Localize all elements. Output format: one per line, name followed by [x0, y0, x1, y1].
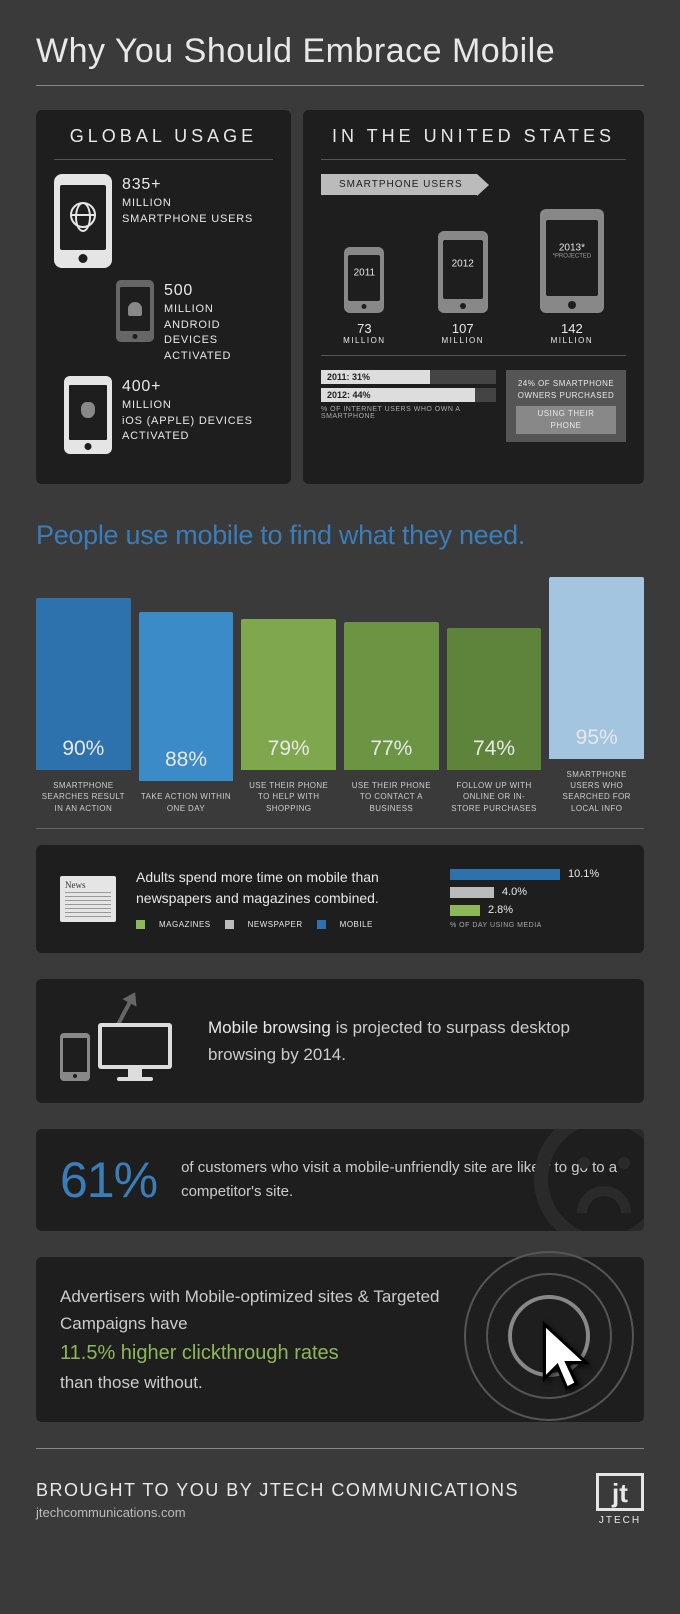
android-phone-icon	[116, 280, 154, 342]
newspaper-icon	[60, 876, 116, 922]
footer-title: BROUGHT TO YOU BY JTECH COMMUNICATIONS	[36, 1480, 519, 1501]
us-panel: IN THE UNITED STATES SMARTPHONE USERS 20…	[303, 110, 644, 484]
media-text: Adults spend more time on mobile than ne…	[136, 867, 430, 909]
smartphone-stat: 835+ MILLION SMARTPHONE USERS	[122, 174, 253, 227]
divider	[36, 1448, 644, 1449]
ios-stat: 400+ MILLION iOS (APPLE) DEVICES ACTIVAT…	[122, 376, 273, 445]
devices-icon	[60, 1001, 180, 1081]
section-headline: People use mobile to find what they need…	[36, 520, 644, 551]
jtech-logo: jt JTECH	[596, 1473, 644, 1526]
global-usage-heading: GLOBAL USAGE	[54, 126, 273, 147]
internet-ownership-bars: 2011: 31%2012: 44% % OF INTERNET USERS W…	[321, 370, 496, 442]
usage-bar: 79% USE THEIR PHONE TO HELP WITH SHOPPIN…	[241, 619, 336, 814]
usage-bar: 77% USE THEIR PHONE TO CONTACT A BUSINES…	[344, 622, 439, 814]
us-heading: IN THE UNITED STATES	[321, 126, 626, 147]
advertisers-card: Advertisers with Mobile-optimized sites …	[36, 1257, 644, 1423]
competitor-pct: 61%	[60, 1151, 157, 1209]
usage-bar: 74% FOLLOW UP WITH ONLINE OR IN-STORE PU…	[447, 628, 542, 814]
advert-text: Advertisers with Mobile-optimized sites …	[60, 1283, 440, 1397]
purchase-stat: 24% OF SMARTPHONE OWNERS PURCHASED USING…	[506, 370, 626, 442]
usage-bar-chart: 90% SMARTPHONE SEARCHES RESULT IN AN ACT…	[36, 577, 644, 814]
us-phone-2013*: 2013**PROJECTED 142MILLION	[540, 209, 604, 345]
sad-face-icon	[534, 1129, 644, 1231]
android-stat: 500 MILLION ANDROID DEVICES ACTIVATED	[164, 280, 273, 364]
us-phone-2012: 2012 107MILLION	[438, 231, 488, 345]
global-usage-panel: GLOBAL USAGE 835+ MILLION SMARTPHONE USE…	[36, 110, 291, 484]
mobile-browsing-card: Mobile browsing is projected to surpass …	[36, 979, 644, 1103]
apple-phone-icon	[64, 376, 112, 454]
footer-url: jtechcommunications.com	[36, 1505, 519, 1520]
browse-text: Mobile browsing is projected to surpass …	[208, 1014, 620, 1068]
usage-bar: 95% SMARTPHONE USERS WHO SEARCHED FOR LO…	[549, 577, 644, 814]
media-legend: MAGAZINESNEWSPAPERMOBILE	[136, 919, 430, 931]
media-time-card: Adults spend more time on mobile than ne…	[36, 845, 644, 953]
footer: BROUGHT TO YOU BY JTECH COMMUNICATIONS j…	[36, 1473, 644, 1526]
us-phone-2011: 2011 73MILLION	[343, 247, 386, 345]
divider	[36, 85, 644, 86]
cursor-target-icon	[464, 1251, 634, 1421]
smartphone-users-label: SMARTPHONE USERS	[321, 174, 477, 195]
usage-bar: 90% SMARTPHONE SEARCHES RESULT IN AN ACT…	[36, 598, 131, 814]
us-phones-chart: 2011 73MILLION 2012 107MILLION 2013**PROJE…	[321, 209, 626, 345]
page-title: Why You Should Embrace Mobile	[36, 32, 644, 71]
competitor-card: 61% of customers who visit a mobile-unfr…	[36, 1129, 644, 1231]
usage-bar: 88% TAKE ACTION WITHIN ONE DAY	[139, 612, 234, 813]
media-bars: 10.1%4.0%2.8% % OF DAY USING MEDIA	[450, 868, 620, 929]
divider	[36, 828, 644, 829]
smartphone-globe-icon	[54, 174, 112, 268]
